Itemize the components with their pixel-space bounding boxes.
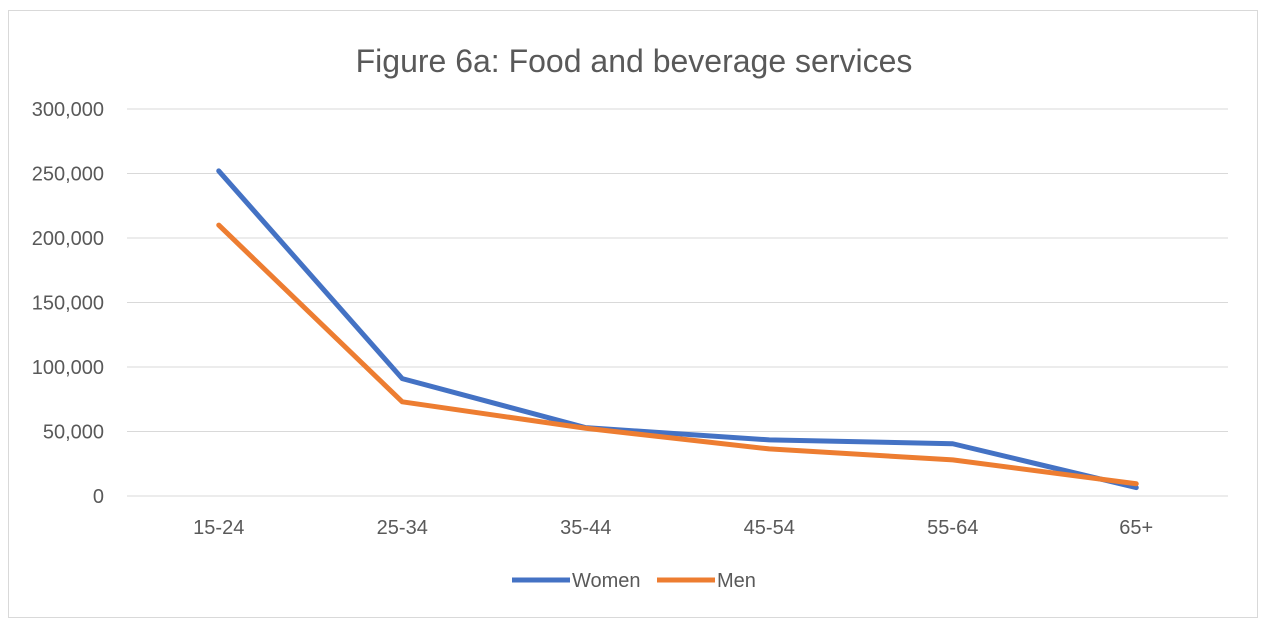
legend: Women Men: [512, 570, 756, 592]
y-tick-label: 250,000: [32, 164, 104, 186]
series-line-men: [216, 222, 1139, 487]
y-tick-label: 0: [93, 486, 104, 508]
x-axis-ticks: 15-24 25-34 35-44 45-54 55-64 65+: [193, 517, 1153, 539]
legend-label-men: Men: [717, 570, 756, 592]
series-line-women: [216, 168, 1139, 491]
y-tick-label: 200,000: [32, 228, 104, 250]
x-tick-label: 25-34: [377, 517, 428, 539]
x-tick-label: 35-44: [560, 517, 611, 539]
chart-frame: [8, 10, 1258, 618]
legend-label-women: Women: [572, 570, 641, 592]
series-lines: [216, 168, 1139, 491]
x-tick-label: 45-54: [744, 517, 795, 539]
y-axis-ticks: 0 50,000 100,000 150,000 200,000 250,000 300,0…: [32, 99, 104, 508]
x-tick-label: 55-64: [927, 517, 978, 539]
chart-title: Figure 6a: Food and beverage services: [356, 43, 913, 79]
y-tick-label: 300,000: [32, 99, 104, 121]
y-tick-label: 100,000: [32, 357, 104, 379]
y-tick-label: 150,000: [32, 293, 104, 315]
x-tick-label: 15-24: [193, 517, 244, 539]
y-tick-label: 50,000: [43, 422, 104, 444]
gridlines: [127, 108, 1228, 497]
x-tick-label: 65+: [1119, 517, 1153, 539]
